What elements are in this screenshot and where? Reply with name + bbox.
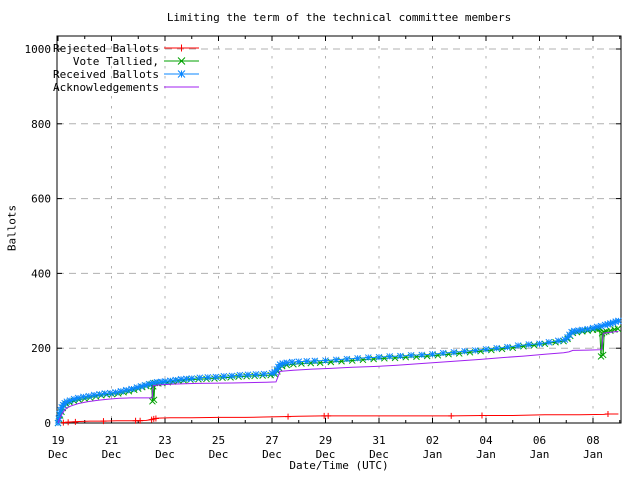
x-tick-day: 19 [51,434,64,447]
series-received-ballots [54,317,622,427]
x-tick-day: 23 [158,434,171,447]
chart-title: Limiting the term of the technical commi… [166,11,512,24]
x-tick-month: Jan [423,448,443,461]
x-tick-day: 27 [265,434,278,447]
x-tick-day: 31 [372,434,385,447]
series-vote-tallied [54,325,622,427]
legend-label: Acknowledgements [53,81,159,94]
legend-label: Rejected Ballots [53,42,159,55]
x-tick-day: 29 [319,434,332,447]
x-tick-month: Dec [262,448,282,461]
legend-entry-vote-tallied: Vote Tallied, [73,55,199,68]
y-tick-label: 0 [44,417,51,430]
y-tick-label: 1000 [25,43,52,56]
series-rejected-ballots-markers [60,411,611,426]
series-acknowledgements [57,330,619,424]
x-tick-month: Dec [209,448,229,461]
gridlines [57,36,621,423]
tick-labels: 0200400600800100019Dec21Dec23Dec25Dec27D… [25,43,603,461]
series-vote-tallied-markers [54,325,622,427]
x-tick-day: 08 [586,434,599,447]
x-tick-day: 06 [533,434,546,447]
y-tick-label: 600 [31,193,51,206]
x-tick-month: Jan [530,448,550,461]
x-tick-month: Jan [583,448,603,461]
x-tick-month: Dec [369,448,389,461]
x-tick-day: 02 [426,434,439,447]
series-rejected-ballots [57,411,619,426]
legend-sample [164,70,199,78]
x-tick-day: 21 [105,434,118,447]
y-tick-label: 800 [31,118,51,131]
y-tick-label: 200 [31,342,51,355]
x-tick-month: Dec [316,448,336,461]
legend-entry-rejected-ballots: Rejected Ballots [53,42,199,55]
legend-sample [164,44,199,52]
legend-sample [164,57,199,65]
axis-ticks [57,36,621,424]
x-tick-month: Dec [102,448,122,461]
x-axis-label: Date/Time (UTC) [289,459,389,472]
plot-border [56,35,622,424]
series-acknowledgements-line [57,330,619,424]
series-rejected-ballots-line [57,413,619,424]
series-received-ballots-markers [54,317,622,427]
series-vote-tallied-line [57,328,618,424]
y-axis-label: Ballots [5,204,19,252]
x-tick-day: 04 [479,434,493,447]
legend-entry-received-ballots: Received Ballots [53,68,199,81]
x-tick-month: Jan [476,448,496,461]
y-tick-label: 400 [31,267,51,280]
legend-label: Vote Tallied, [73,55,159,68]
x-tick-month: Dec [48,448,68,461]
x-tick-day: 25 [212,434,225,447]
series-received-ballots-line [57,320,619,424]
x-tick-month: Dec [155,448,175,461]
legend-entry-acknowledgements: Acknowledgements [53,81,199,94]
legend-label: Received Ballots [53,68,159,81]
